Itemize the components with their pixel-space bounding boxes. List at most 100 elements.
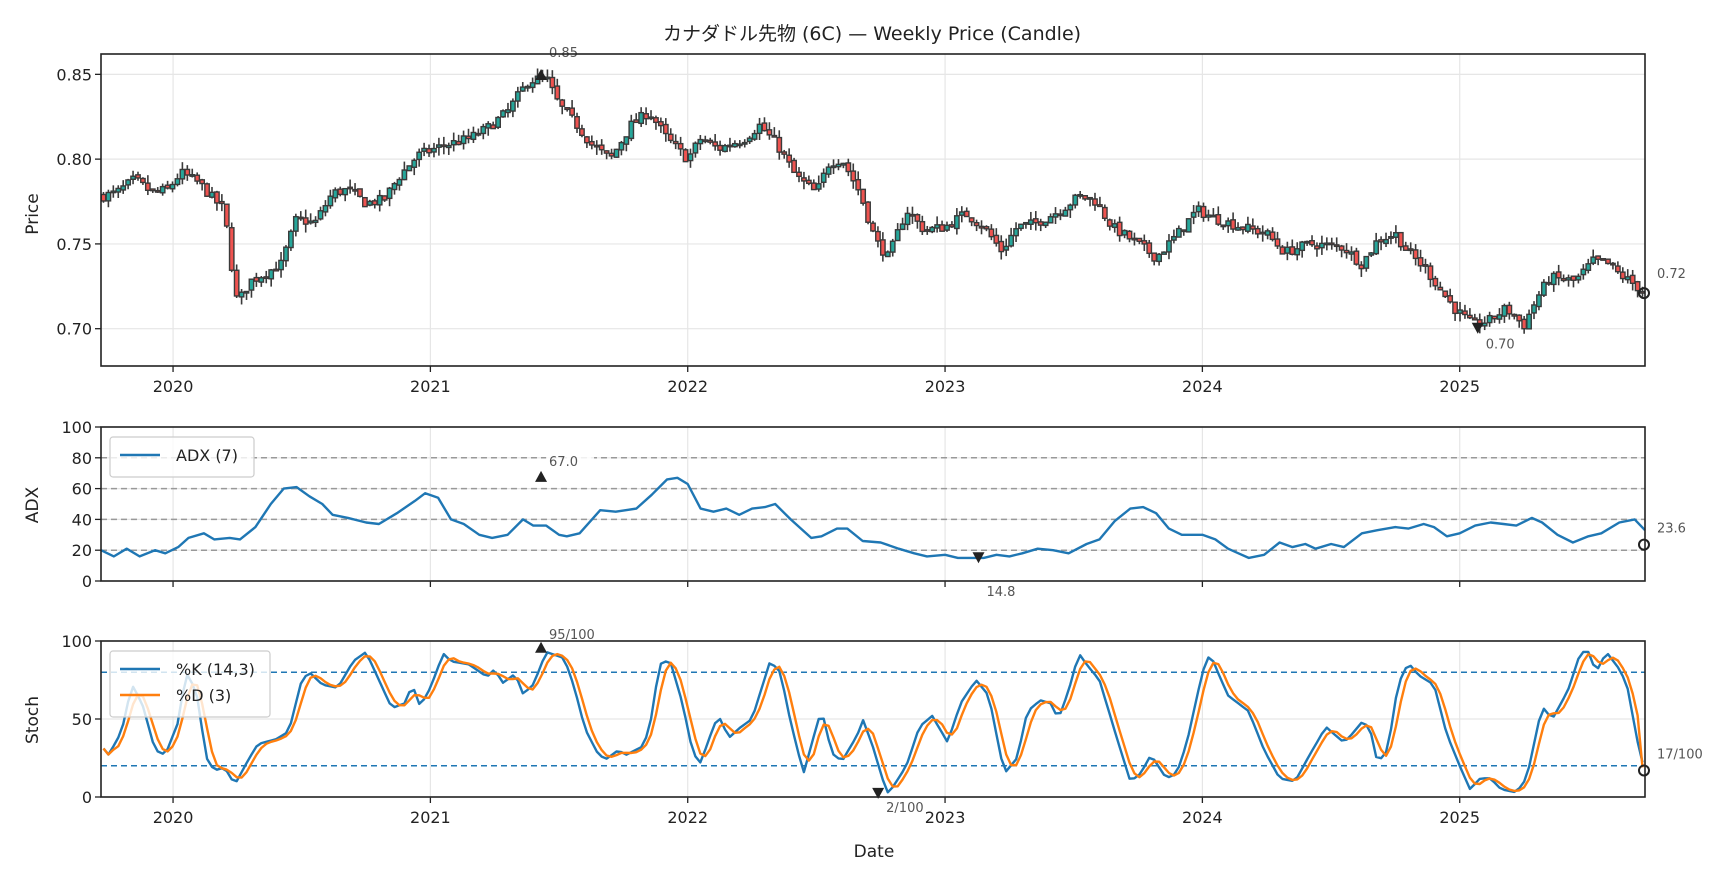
candle-down <box>1343 249 1350 254</box>
candle-down <box>860 188 867 204</box>
candle-down <box>564 107 571 111</box>
y-tick-label: 80 <box>72 449 92 468</box>
candle-up <box>376 194 383 206</box>
candle-up <box>1294 248 1301 256</box>
min-marker-icon <box>972 552 985 564</box>
stoch-panel: 2020 2021 2022 2023 2024 2025 0 50 100 95/100 2/10… <box>61 627 1703 827</box>
candle-up <box>1575 275 1582 281</box>
min-annotation: 2/100 <box>886 801 923 816</box>
adx-line <box>100 476 1646 560</box>
annotation-bg <box>546 453 595 469</box>
candle-down <box>475 132 482 136</box>
min-marker-icon <box>872 787 885 799</box>
max-marker-icon <box>535 641 548 653</box>
legend: %K (14,3) %D (3) <box>109 650 271 718</box>
candle-down <box>1629 274 1636 285</box>
candle-down <box>791 159 797 174</box>
candle-up <box>238 291 245 298</box>
last-value-annotation: 17/100 <box>1657 747 1703 762</box>
candle-up <box>840 162 847 166</box>
candle-down <box>727 144 733 148</box>
candle-up <box>529 82 536 89</box>
legend-box <box>109 436 255 478</box>
candle-down <box>583 136 590 144</box>
candle-down <box>1605 258 1611 265</box>
candle-up <box>1225 220 1232 227</box>
candle-down <box>204 183 210 197</box>
candle-up <box>495 116 501 128</box>
candle-up <box>130 175 136 181</box>
candle-up <box>613 148 620 158</box>
candle-up <box>125 179 132 186</box>
candle-down <box>1506 304 1513 315</box>
candle-down <box>1116 221 1123 237</box>
candle-up <box>421 147 428 152</box>
candles <box>100 68 1646 334</box>
candle-up <box>1195 205 1202 213</box>
candle-down <box>1407 248 1414 252</box>
candle-up <box>929 226 936 233</box>
candle-down <box>1427 265 1434 281</box>
candle-up <box>1457 309 1463 314</box>
candle-up <box>317 210 324 220</box>
x-tick-label: 2020 <box>153 808 194 827</box>
candle-down <box>1437 286 1444 291</box>
candle-up <box>1348 251 1355 255</box>
candle-up <box>1486 314 1493 324</box>
candle-up <box>904 212 911 226</box>
candle-down <box>1639 290 1646 294</box>
candle-down <box>1254 227 1261 235</box>
legend-label: %K (14,3) <box>176 660 255 679</box>
candle-up <box>505 109 511 114</box>
last-value-marker-icon <box>1638 764 1650 777</box>
chart-title: カナダドル先物 (6C) — Weekly Price (Candle) <box>663 23 1081 45</box>
candle-down <box>1545 281 1552 285</box>
candle-up <box>1496 314 1503 320</box>
candle-down <box>1259 231 1266 235</box>
candle-down <box>1269 231 1276 241</box>
candle-down <box>100 193 107 202</box>
candle-down <box>559 99 566 107</box>
adx-panel: 0 20 40 60 80 100 67.0 14.8 23.6 ADX (7) <box>61 418 1686 600</box>
candle-down <box>1442 290 1449 298</box>
plot-frame <box>100 640 1646 798</box>
candle-down <box>870 222 876 232</box>
candle-up <box>1501 304 1508 317</box>
candle-down <box>273 268 280 272</box>
candle-down <box>588 140 595 146</box>
candle-up <box>243 290 250 294</box>
candle-up <box>1363 255 1370 269</box>
candle-up <box>618 141 625 151</box>
candle-down <box>939 224 945 232</box>
candle-up <box>1027 219 1034 226</box>
candle-down <box>1412 249 1419 260</box>
legend-box <box>109 650 271 718</box>
y-tick-label: 0.85 <box>56 65 92 84</box>
y-tick-label: 100 <box>61 418 92 437</box>
candle-down <box>1397 231 1404 248</box>
candle-down <box>1570 275 1577 281</box>
candle-down <box>1614 265 1621 273</box>
candle-up <box>1318 242 1325 249</box>
candle-down <box>1037 221 1044 226</box>
candle-up <box>500 110 506 118</box>
price-ylabel: Price <box>23 193 43 234</box>
candle-up <box>480 125 487 135</box>
candle-down <box>643 113 649 120</box>
candle-up <box>1062 209 1069 217</box>
x-tick-label: 2022 <box>667 377 708 396</box>
candle-down <box>1092 198 1098 206</box>
candle-down <box>1447 295 1454 303</box>
candle-up <box>692 142 699 154</box>
candle-up <box>1171 235 1177 241</box>
candle-down <box>1289 246 1296 255</box>
candle-down <box>653 117 659 124</box>
candle-up <box>894 229 901 242</box>
candle-up <box>307 220 314 224</box>
candle-up <box>1264 230 1271 236</box>
candle-down <box>963 210 970 218</box>
annotation-bg <box>983 584 1026 599</box>
candle-up <box>830 165 837 169</box>
candle-up <box>396 178 403 186</box>
